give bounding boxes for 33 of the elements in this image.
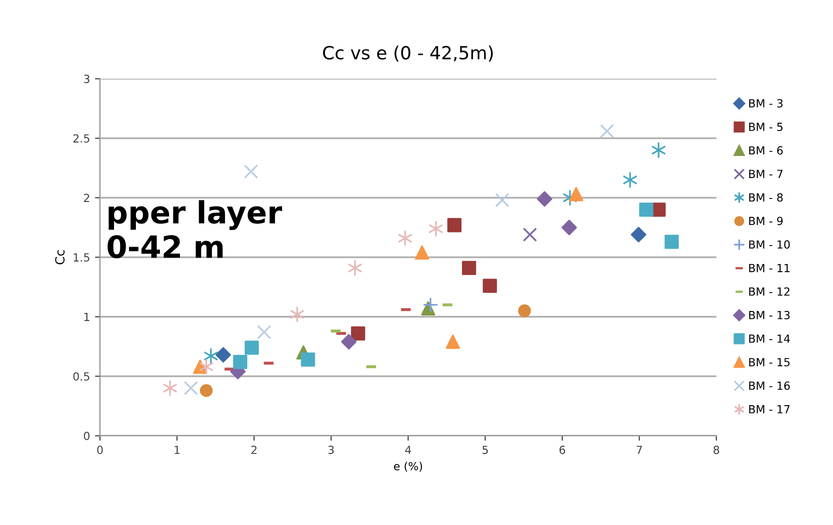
y-tick-label: 0.5	[73, 372, 90, 381]
chart-title: Cc vs e (0 - 42,5m)	[323, 46, 493, 62]
legend-label: BM - 8	[749, 193, 783, 202]
y-tick-label: 2	[84, 194, 90, 202]
legend-label: BM - 10	[749, 240, 790, 249]
y-tick-label: 1	[84, 312, 90, 321]
legend-label: BM - 3	[749, 99, 783, 108]
x-axis-title: e (%)	[394, 462, 422, 472]
legend-label: BM - 6	[749, 146, 783, 155]
y-tick-label: 2.5	[73, 134, 90, 143]
legend-label: BM - 15	[749, 358, 790, 366]
y-tick-label: 0	[84, 432, 90, 440]
x-tick-label: 3	[328, 446, 334, 454]
legend-label: BM - 16	[749, 381, 790, 390]
x-tick-label: 0	[97, 446, 103, 454]
legend-label: BM - 14	[749, 334, 790, 343]
x-tick-label: 5	[482, 446, 488, 454]
legend-label: BM - 7	[749, 170, 782, 178]
x-tick-label: 8	[714, 446, 720, 454]
x-tick-label: 4	[405, 446, 412, 454]
legend-label: BM - 9	[749, 216, 783, 226]
legend-label: BM - 5	[749, 122, 782, 132]
x-tick-label: 2	[251, 446, 256, 454]
legend-label: BM - 12	[749, 287, 790, 296]
y-axis-title: Cc	[55, 250, 65, 264]
y-tick-label: 1.5	[74, 253, 90, 262]
x-tick-label: 6	[560, 446, 566, 454]
x-tick-label: 1	[174, 446, 180, 454]
x-tick-label: 7	[636, 446, 642, 454]
legend-label: BM - 13	[749, 310, 790, 320]
y-tick-label: 3	[84, 74, 90, 84]
legend-label: BM - 11	[749, 264, 790, 272]
annotation: pper layer 0-42 m	[108, 200, 282, 258]
